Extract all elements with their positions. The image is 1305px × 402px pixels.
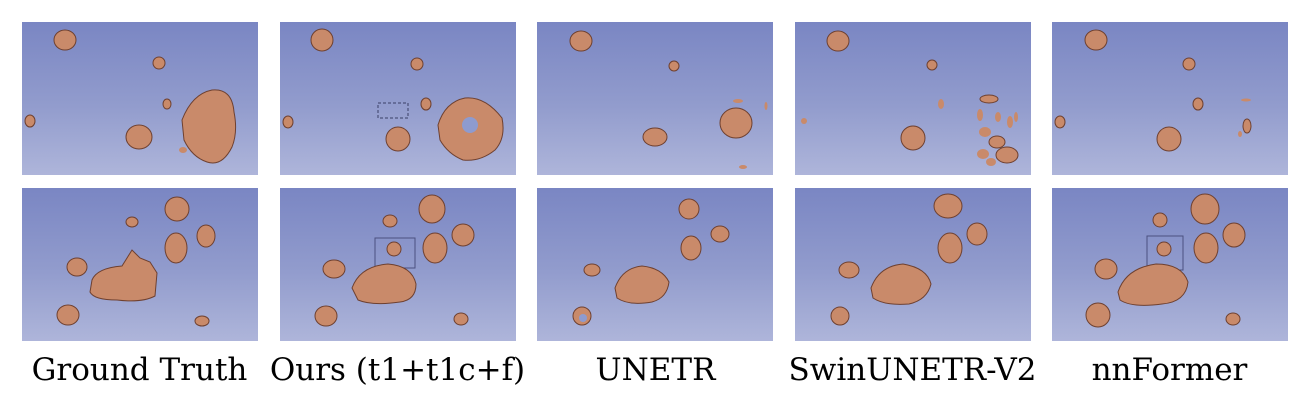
caption-ground-truth: Ground Truth	[31, 352, 248, 388]
render-unetr-row2	[572, 198, 730, 326]
panel-swinunetr-row1	[795, 22, 1031, 175]
render-swinunetr-row1	[801, 30, 1019, 166]
render-ours-row2	[314, 194, 475, 327]
render-ours-row1	[282, 28, 504, 161]
caption-nnformer: nnFormer	[1091, 352, 1248, 388]
panel-ground-truth-row2	[22, 188, 258, 341]
caption-unetr: UNETR	[595, 352, 716, 388]
panel-nnformer-row1	[1052, 22, 1288, 175]
panel-swinunetr-row2	[795, 188, 1031, 341]
caption-swinunetr: SwinUNETR-V2	[788, 352, 1037, 388]
render-ground-truth-row2	[56, 196, 216, 327]
render-swinunetr-row2	[830, 193, 988, 326]
render-nnformer-row1	[1054, 29, 1252, 152]
panel-unetr-row1	[537, 22, 773, 175]
render-ground-truth-row1	[24, 29, 237, 164]
panel-nnformer-row2	[1052, 188, 1288, 341]
caption-ours: Ours (t1+t1c+f)	[269, 352, 526, 388]
render-unetr-row1	[569, 30, 768, 169]
panel-ground-truth-row1	[22, 22, 258, 175]
render-nnformer-row2	[1085, 193, 1246, 328]
panel-ours-row1	[280, 22, 516, 175]
panel-ours-row2	[280, 188, 516, 341]
panel-unetr-row2	[537, 188, 773, 341]
